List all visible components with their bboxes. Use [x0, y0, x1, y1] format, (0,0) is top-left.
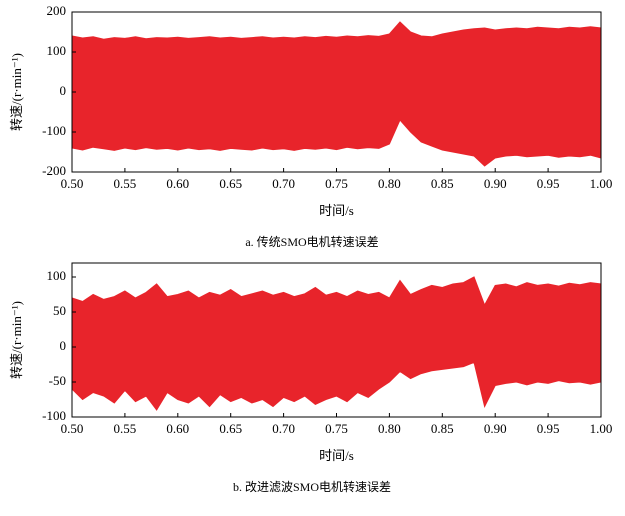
x-tick-label: 0.60 [166, 421, 189, 436]
x-axis-label: 时间/s [319, 203, 354, 218]
x-tick-label: 1.00 [590, 421, 613, 436]
x-tick-label: 0.50 [61, 176, 84, 191]
x-tick-label: 0.65 [219, 176, 242, 191]
x-tick-label: 0.75 [325, 421, 348, 436]
x-tick-label: 1.00 [590, 176, 613, 191]
y-axis-label: 转速/(r·min⁻¹) [9, 53, 24, 131]
y-tick-label: -200 [42, 163, 66, 178]
caption: b. 改进滤波SMO电机转速误差 [233, 479, 391, 494]
signal-upper [71, 21, 602, 93]
y-tick-label: 200 [47, 3, 67, 18]
x-tick-label: 0.90 [484, 176, 507, 191]
x-tick-label: 0.70 [272, 176, 295, 191]
y-axis-label: 转速/(r·min⁻¹) [9, 301, 24, 379]
x-tick-label: 0.70 [272, 421, 295, 436]
x-tick-label: 0.95 [537, 421, 560, 436]
signal-lower [71, 91, 602, 167]
x-tick-label: 0.75 [325, 176, 348, 191]
y-tick-label: 50 [53, 303, 66, 318]
x-axis-label: 时间/s [319, 448, 354, 463]
signal-upper [71, 276, 602, 348]
y-tick-label: 0 [60, 83, 67, 98]
y-tick-label: 100 [47, 43, 67, 58]
x-tick-label: 0.55 [114, 176, 137, 191]
x-tick-label: 0.55 [114, 421, 137, 436]
x-tick-label: 0.50 [61, 421, 84, 436]
caption: a. 传统SMO电机转速误差 [245, 234, 378, 249]
y-tick-label: -100 [42, 123, 66, 138]
x-tick-label: 0.80 [378, 421, 401, 436]
x-tick-label: 0.85 [431, 176, 454, 191]
y-tick-label: -100 [42, 408, 66, 423]
y-tick-label: -50 [49, 373, 66, 388]
y-tick-label: 0 [60, 338, 67, 353]
signal-lower [71, 346, 602, 411]
x-tick-label: 0.90 [484, 421, 507, 436]
x-tick-label: 0.80 [378, 176, 401, 191]
x-tick-label: 0.85 [431, 421, 454, 436]
x-tick-label: 0.65 [219, 421, 242, 436]
x-tick-label: 0.60 [166, 176, 189, 191]
y-tick-label: 100 [47, 268, 67, 283]
x-tick-label: 0.95 [537, 176, 560, 191]
